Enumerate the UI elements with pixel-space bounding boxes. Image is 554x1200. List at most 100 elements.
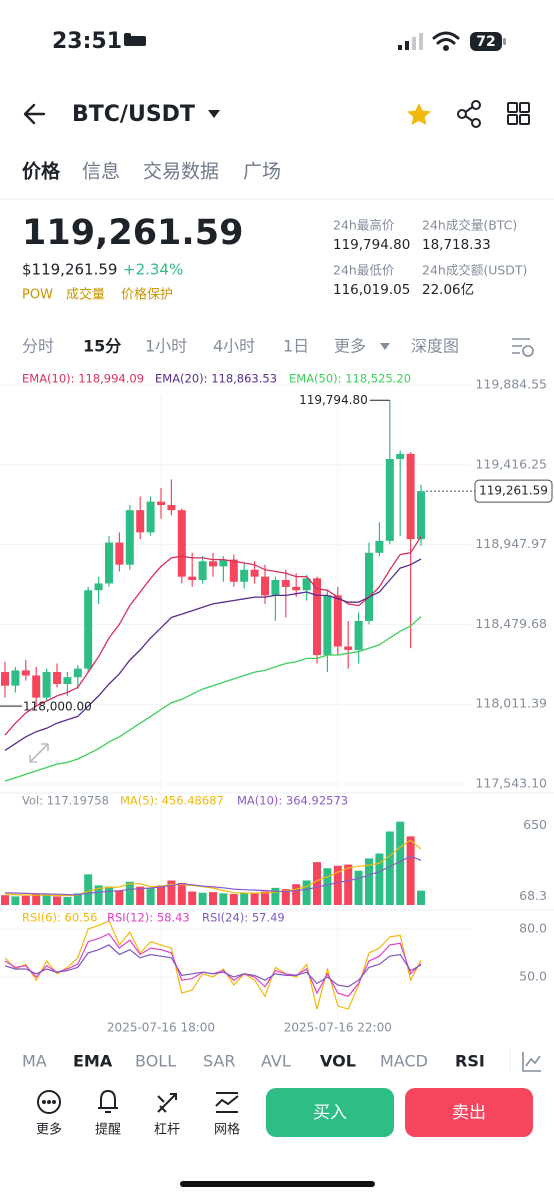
pair-dropdown[interactable] [208, 110, 220, 118]
more-dropdown[interactable] [380, 343, 390, 350]
interval[interactable]: 1日 [283, 337, 309, 356]
last-price-box [474, 479, 553, 503]
candle-body [219, 559, 228, 567]
tab-bar: 价格 信息 交易数据 广场 [22, 160, 281, 183]
tab[interactable]: 广场 [243, 161, 281, 183]
indicator-tab[interactable]: EMA [73, 1052, 113, 1071]
candle-body [21, 670, 30, 676]
more-icon[interactable] [37, 1090, 61, 1114]
indicator-bar: MA EMA BOLL SAR AVL VOL MACD RSI [22, 1052, 485, 1071]
indicator-tab[interactable]: RSI [455, 1052, 485, 1071]
legend-entry: MA(5): 456.48687 [120, 794, 224, 808]
indicator-tab[interactable]: MACD [380, 1052, 428, 1071]
back-button[interactable] [23, 103, 46, 125]
pair-title[interactable]: BTC/USDT [72, 102, 195, 127]
volume-bar [385, 831, 394, 905]
volume-bar [209, 892, 217, 905]
volume-bar [323, 868, 332, 905]
stat-value: 18,718.33 [422, 237, 491, 253]
volume-bar [354, 870, 363, 905]
indicator-tab[interactable]: AVL [261, 1052, 291, 1071]
y-tick-label: 117,543.10 [475, 776, 547, 791]
annotation: 118,000.00 [23, 700, 92, 714]
candle-body [1, 672, 9, 686]
y-tick-label: 118,947.97 [475, 536, 547, 551]
y-tick-label: 118,011.39 [475, 696, 547, 711]
battery [470, 32, 502, 51]
sell-button[interactable] [405, 1088, 533, 1137]
candle-body [198, 561, 207, 581]
indicator-tab[interactable]: SAR [203, 1052, 236, 1071]
candle-body [157, 501, 165, 506]
candle-body [42, 672, 51, 698]
indicator-settings[interactable] [522, 1052, 541, 1072]
tab[interactable]: 价格 [22, 160, 61, 183]
alert-icon[interactable] [98, 1089, 118, 1113]
indicator-tab[interactable]: BOLL [135, 1052, 176, 1071]
buy-button[interactable] [266, 1088, 394, 1137]
annotation: 119,794.80 [299, 393, 368, 407]
tag[interactable]: 价格保护 [121, 287, 173, 303]
candle-body [53, 672, 61, 684]
legend-entry: EMA(20): 118,863.53 [155, 372, 277, 386]
tag[interactable]: POW [22, 288, 53, 303]
action-label[interactable]: 网格 [214, 1122, 240, 1138]
share-button[interactable] [457, 100, 481, 128]
usd-price: $119,261.59 [22, 261, 117, 279]
action-label[interactable]: 更多 [36, 1122, 62, 1138]
interval[interactable]: 4小时 [213, 337, 255, 356]
interval[interactable]: 深度图 [411, 337, 459, 356]
action-label[interactable]: 提醒 [95, 1122, 121, 1138]
layout-button[interactable] [507, 102, 530, 125]
stat-label: 24h最低价 [333, 263, 395, 278]
volume-bar [333, 865, 342, 905]
ma-line [4, 855, 422, 896]
interval[interactable]: 1小时 [145, 337, 187, 356]
volume-bar [157, 885, 165, 905]
candle-body [229, 559, 238, 582]
tag[interactable]: 成交量 [66, 287, 105, 303]
interval[interactable]: 15分 [83, 337, 121, 356]
y-tick-label: 650 [523, 817, 547, 832]
volume-bar [146, 887, 155, 905]
indicator-tab[interactable]: VOL [320, 1052, 356, 1071]
volume-bar [406, 836, 415, 905]
interval[interactable]: 更多 [334, 337, 366, 356]
ema-line [4, 616, 422, 782]
interval[interactable]: 分时 [22, 337, 54, 356]
volume-bar [219, 893, 228, 905]
sleep-icon [124, 33, 146, 46]
volume-bar [302, 880, 311, 905]
battery-level: 72 [476, 34, 495, 50]
legend-entry: RSI(24): 57.49 [202, 911, 285, 925]
sell-label[interactable]: 卖出 [452, 1103, 486, 1123]
legend-entry: RSI(12): 58.43 [107, 911, 190, 925]
indicator-tab[interactable]: MA [22, 1052, 47, 1071]
grid-icon[interactable] [215, 1092, 239, 1113]
candle-body [417, 491, 425, 540]
action-label[interactable]: 杠杆 [154, 1122, 180, 1138]
stat-value: 22.06亿 [422, 282, 474, 298]
candle-body [63, 677, 72, 684]
price-change: +2.34% [123, 261, 183, 279]
buy-label[interactable]: 买入 [313, 1103, 347, 1123]
volume-bar [344, 864, 353, 905]
rsi-line [4, 919, 422, 1010]
fullscreen-button[interactable] [29, 743, 49, 763]
kline-chart: 2025-07-16 18:00 2025-07-16 22:00 119,884.… [0, 372, 554, 1035]
action-labels: 更多 提醒 杠杆 网格 [36, 1122, 240, 1138]
candle-body [375, 540, 384, 553]
chart-settings[interactable] [512, 338, 534, 357]
favorite-star[interactable] [407, 103, 431, 125]
volume-bar [105, 886, 113, 905]
volume-bar [21, 895, 30, 905]
candle-body [188, 576, 197, 581]
tab[interactable]: 信息 [82, 161, 120, 183]
signal-icon [398, 33, 423, 50]
volume-bar [250, 893, 259, 905]
candle-body [333, 595, 342, 647]
margin-icon[interactable] [157, 1093, 177, 1113]
volume-bar [396, 821, 405, 905]
tab[interactable]: 交易数据 [143, 161, 219, 183]
